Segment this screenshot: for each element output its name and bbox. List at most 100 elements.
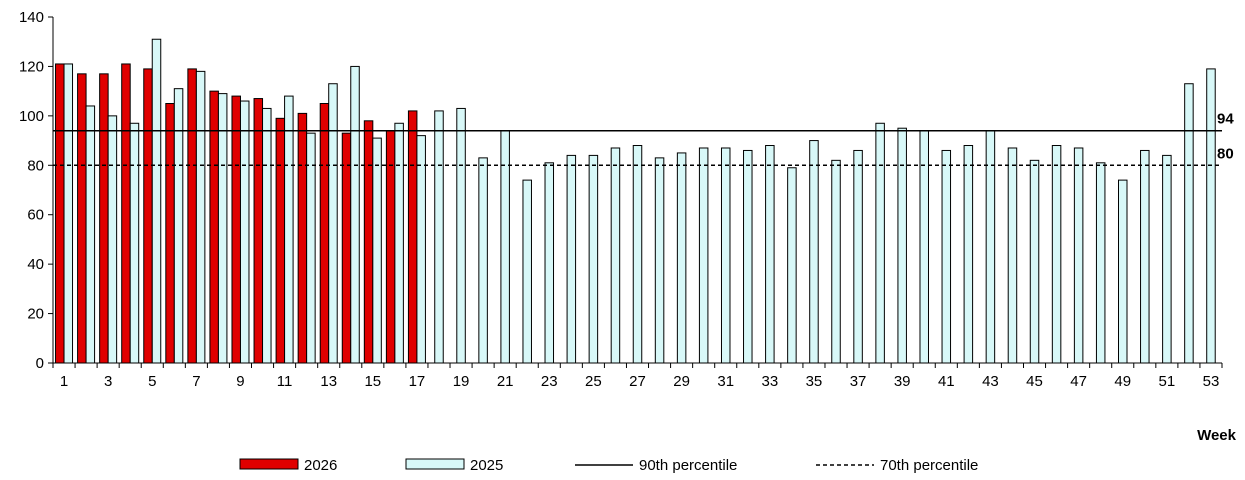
- bar-2025-week-17: [416, 135, 426, 364]
- bar-2025-week-11: [284, 95, 294, 364]
- bar-2025-week-24: [566, 154, 577, 364]
- x-tick-label: 35: [806, 373, 823, 390]
- legend: 2026 2025 90th percentile 70th percentile: [239, 457, 978, 474]
- bar-2025-week-22: [522, 179, 532, 364]
- y-axis-ticks: 0 20 40 60 80 100 120 140: [19, 9, 53, 372]
- x-tick-label: 27: [629, 373, 646, 390]
- bar-2025-week-47: [1073, 147, 1084, 364]
- axes: [52, 17, 1222, 364]
- bar-2025-week-2: [85, 105, 96, 364]
- bar-2025-week-19: [456, 107, 466, 364]
- bar-2025-week-13: [328, 83, 338, 364]
- x-tick-label: 29: [673, 373, 690, 390]
- bar-2025-week-18: [434, 110, 444, 364]
- x-tick-label: 21: [497, 373, 514, 390]
- legend-swatch-2025: [405, 458, 465, 470]
- bar-2025-week-37: [853, 149, 863, 364]
- legend-label-90th: 90th percentile: [639, 457, 737, 474]
- bar-2026-week-4: [121, 63, 131, 364]
- bar-2025-week-42: [963, 145, 974, 364]
- x-tick-label: 11: [277, 373, 293, 390]
- x-tick-label: 19: [453, 373, 470, 390]
- bar-2025-week-7: [195, 70, 206, 364]
- bar-2025-week-41: [941, 149, 952, 364]
- bar-2026-week-10: [253, 98, 264, 364]
- bar-2025-week-50: [1140, 149, 1150, 364]
- bar-2025-week-1: [63, 63, 74, 364]
- bar-2025-week-30: [698, 147, 709, 364]
- reference-lines: 94 80: [53, 111, 1234, 167]
- x-tick-label: 15: [364, 373, 381, 390]
- bar-2026-week-11: [275, 117, 286, 364]
- x-tick-label: 31: [717, 373, 734, 390]
- bar-2025-week-52: [1184, 83, 1194, 364]
- bar-2025-week-3: [107, 115, 118, 364]
- bar-2025-week-12: [306, 132, 316, 364]
- x-tick-label: 43: [982, 373, 999, 390]
- bar-2026-week-2: [77, 73, 87, 364]
- x-axis-title: Week: [1197, 427, 1237, 444]
- bar-2026-week-13: [319, 103, 330, 364]
- bar-2025-week-4: [129, 122, 140, 364]
- x-tick-label: 13: [320, 373, 337, 390]
- bar-2025-week-23: [544, 162, 555, 364]
- x-tick-label: 45: [1026, 373, 1043, 390]
- bar-2025-week-39: [897, 127, 907, 364]
- x-tick-label: 51: [1159, 373, 1176, 390]
- bar-2025-week-8: [217, 93, 228, 364]
- bar-2025-week-20: [478, 157, 488, 364]
- y-tick-label: 0: [36, 355, 44, 372]
- x-tick-label: 25: [585, 373, 602, 390]
- bar-2025-week-44: [1007, 147, 1018, 364]
- x-tick-label: 5: [148, 373, 156, 390]
- bar-2025-week-9: [239, 100, 250, 364]
- y-tick-label: 80: [27, 157, 44, 174]
- legend-label-2026: 2026: [304, 457, 337, 474]
- bar-2025-week-36: [831, 159, 841, 364]
- bar-2025-week-29: [676, 152, 687, 364]
- bar-2025-week-35: [809, 140, 819, 364]
- bar-2026-week-17: [407, 110, 418, 364]
- series-2025-bars: [63, 38, 1216, 364]
- y-tick-label: 100: [19, 108, 44, 125]
- x-tick-label: 41: [938, 373, 955, 390]
- x-tick-label: 47: [1070, 373, 1087, 390]
- bar-2026-week-5: [143, 68, 153, 364]
- bar-2026-week-14: [341, 132, 352, 364]
- bar-2025-week-51: [1162, 154, 1172, 364]
- reference-line-label-70th: 80: [1217, 145, 1234, 162]
- bar-2025-week-15: [372, 137, 382, 364]
- legend-label-2025: 2025: [470, 457, 503, 474]
- reference-line-label-90th: 94: [1217, 111, 1234, 128]
- bar-2025-week-31: [720, 147, 731, 364]
- x-tick-label: 3: [104, 373, 112, 390]
- y-tick-label: 20: [27, 306, 44, 323]
- bar-2025-week-6: [173, 88, 184, 364]
- bar-2026-week-3: [99, 73, 109, 364]
- bar-2025-week-14: [350, 65, 360, 364]
- legend-swatch-2026: [239, 458, 299, 470]
- x-axis-ticks: 1 3 5 7 9 11 13 15 17 19 21 23 25 27 29 31 33 35 37 39 41 43 4…: [52, 363, 1223, 390]
- x-tick-label: 23: [541, 373, 558, 390]
- bar-2026-week-7: [187, 68, 197, 364]
- bar-2025-week-45: [1029, 159, 1040, 364]
- legend-label-70th: 70th percentile: [880, 457, 978, 474]
- y-tick-label: 140: [19, 9, 44, 26]
- bar-2025-week-49: [1118, 179, 1128, 364]
- bar-2026-week-9: [231, 95, 241, 364]
- bar-2025-week-48: [1095, 162, 1106, 364]
- bar-2025-week-46: [1051, 145, 1062, 364]
- y-tick-label: 60: [27, 207, 44, 224]
- bar-2025-week-27: [632, 145, 643, 364]
- bar-2025-week-25: [588, 154, 599, 364]
- bar-2026-week-6: [165, 103, 175, 364]
- bar-2025-week-26: [610, 147, 621, 364]
- x-tick-label: 7: [192, 373, 200, 390]
- y-tick-label: 120: [19, 58, 44, 75]
- bar-2025-week-16: [394, 122, 404, 364]
- bar-2025-week-33: [765, 145, 775, 364]
- y-tick-label: 40: [27, 256, 44, 273]
- bar-2026-week-8: [209, 90, 219, 364]
- bar-2025-week-5: [151, 38, 162, 364]
